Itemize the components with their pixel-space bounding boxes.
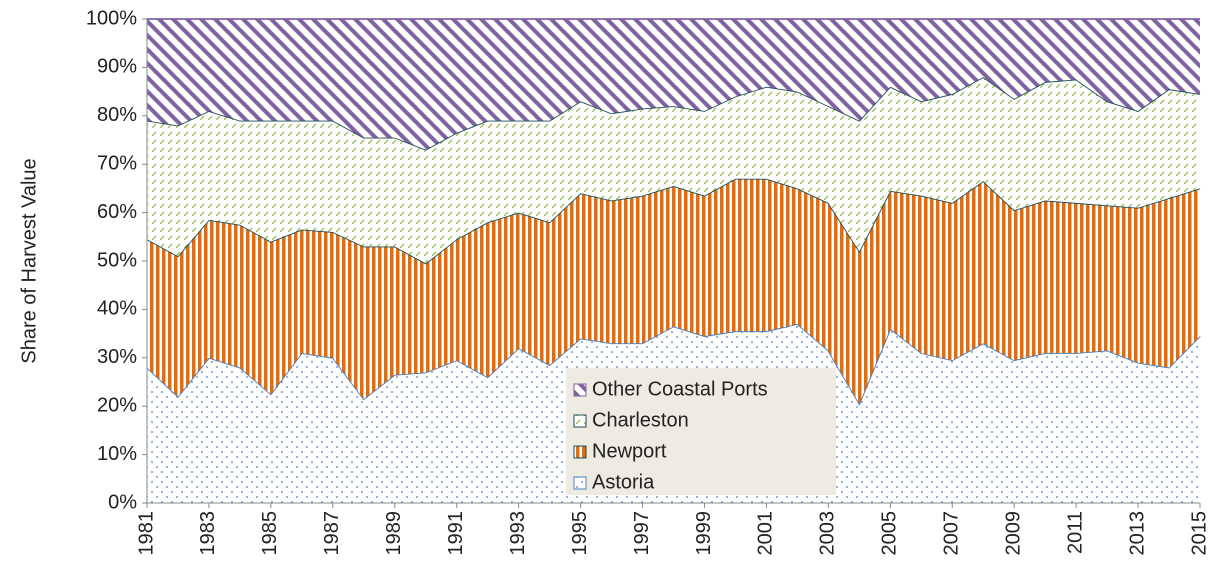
legend-swatch [573,476,587,490]
y-tick-label: 70% [97,152,137,174]
x-tick-label: 2003 [817,511,839,556]
x-tick-label: 2001 [755,511,777,556]
y-tick-label: 20% [97,394,137,416]
y-tick-label: 80% [97,104,137,126]
x-tick-label: 1995 [569,511,591,556]
area [147,178,1200,404]
x-tick-label: 2009 [1002,511,1024,556]
legend-swatch [573,445,587,459]
legend-label: Charleston [592,409,689,431]
legend-swatch [573,414,587,428]
y-tick-label: 30% [97,346,137,368]
y-axis-label: Share of Harvest Value [18,158,40,363]
x-tick-label: 1987 [321,511,343,556]
x-tick-label: 1993 [507,511,529,556]
x-tick-label: 1989 [383,511,405,556]
legend-label: Newport [592,440,667,462]
x-tick-label: 2007 [941,511,963,556]
legend-label: Other Coastal Ports [592,378,768,400]
x-tick-label: 2015 [1188,511,1210,556]
y-tick-label: 40% [97,298,137,320]
legend-label: Astoria [592,471,655,493]
x-tick-label: 1997 [631,511,653,556]
area [147,19,1200,150]
x-tick-label: 1999 [693,511,715,556]
x-tick-label: 1985 [259,511,281,556]
x-tick-label: 2013 [1126,511,1148,556]
legend: Other Coastal Ports Charleston Newport Asto… [566,368,836,495]
y-tick-label: 90% [97,56,137,78]
y-tick-label: 60% [97,201,137,223]
x-tick-label: 1981 [135,511,157,556]
x-tick-label: 1991 [445,511,467,556]
x-tick-label: 1983 [197,511,219,556]
y-tick-label: 50% [97,249,137,271]
y-tick-label: 100% [86,7,137,29]
y-tick-label: 0% [108,491,137,513]
legend-box [566,368,836,495]
legend-swatch [573,383,587,397]
x-tick-label: 2011 [1064,511,1086,554]
y-tick-label: 10% [97,443,137,465]
x-tick-label: 2005 [879,511,901,556]
area [147,77,1200,264]
